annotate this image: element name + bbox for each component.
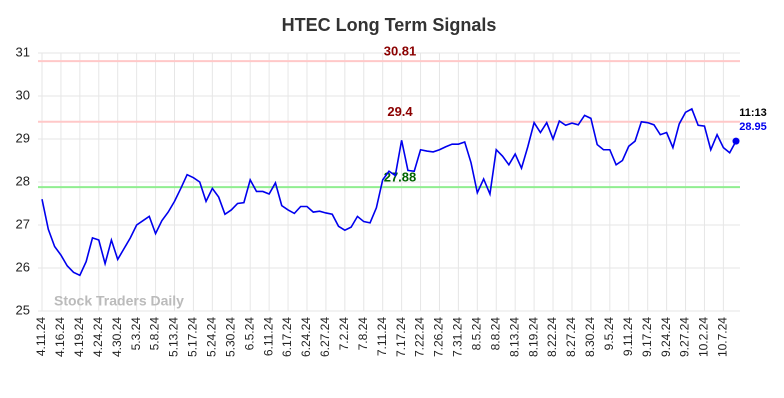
x-tick-label: 9.11.24 xyxy=(621,317,635,356)
x-tick-label: 5.13.24 xyxy=(167,317,181,357)
x-tick-label: 8.13.24 xyxy=(507,317,521,357)
x-tick-label: 5.17.24 xyxy=(186,317,200,357)
x-tick-label: 4.24.24 xyxy=(91,317,105,357)
x-tick-label: 5.8.24 xyxy=(148,317,162,351)
y-tick-label: 27 xyxy=(16,216,30,231)
x-tick-label: 7.8.24 xyxy=(356,317,370,351)
x-tick-label: 4.30.24 xyxy=(110,317,124,357)
x-tick-label: 8.30.24 xyxy=(583,317,597,357)
last-time: 11:13 xyxy=(739,107,767,119)
x-tick-label: 10.7.24 xyxy=(716,317,730,357)
y-tick-label: 26 xyxy=(16,259,30,274)
y-tick-label: 30 xyxy=(16,87,30,102)
x-tick-label: 9.24.24 xyxy=(659,317,673,357)
chart-title: HTEC Long Term Signals xyxy=(282,15,497,35)
x-tick-label: 8.19.24 xyxy=(526,317,540,357)
last-point xyxy=(732,137,740,145)
x-tick-label: 4.11.24 xyxy=(34,317,48,356)
x-tick-label: 5.24.24 xyxy=(205,317,219,357)
x-tick-label: 9.17.24 xyxy=(640,317,654,357)
x-tick-label: 8.27.24 xyxy=(564,317,578,357)
x-tick-label: 8.8.24 xyxy=(488,317,502,351)
y-tick-label: 31 xyxy=(16,44,30,59)
x-tick-label: 4.16.24 xyxy=(53,317,67,357)
x-tick-label: 4.19.24 xyxy=(72,317,86,357)
y-tick-label: 25 xyxy=(16,302,30,317)
x-tick-label: 6.17.24 xyxy=(280,317,294,357)
x-tick-label: 7.31.24 xyxy=(451,317,465,357)
price-line xyxy=(41,107,737,277)
x-tick-label: 7.22.24 xyxy=(413,317,427,357)
x-tick-label: 10.2.24 xyxy=(697,317,711,357)
x-tick-label: 7.26.24 xyxy=(432,317,446,357)
x-tick-label: 6.11.24 xyxy=(261,317,275,356)
x-tick-label: 6.27.24 xyxy=(318,317,332,357)
x-tick-label: 7.11.24 xyxy=(375,317,389,356)
y-tick-label: 28 xyxy=(16,173,30,188)
x-tick-label: 5.3.24 xyxy=(129,317,143,351)
y-tick-label: 29 xyxy=(16,130,30,145)
x-tick-label: 5.30.24 xyxy=(223,317,237,357)
x-tick-label: 6.24.24 xyxy=(299,317,313,357)
x-tick-label: 9.5.24 xyxy=(602,317,616,351)
last-value: 28.95 xyxy=(739,121,767,133)
signal-label: 29.4 xyxy=(387,104,413,119)
watermark: Stock Traders Daily xyxy=(54,293,184,309)
x-tick-label: 7.17.24 xyxy=(394,317,408,357)
x-tick-label: 7.2.24 xyxy=(337,317,351,351)
x-tick-label: 9.27.24 xyxy=(678,317,692,357)
x-tick-label: 8.22.24 xyxy=(545,317,559,357)
x-tick-label: 8.5.24 xyxy=(469,317,483,351)
x-tick-label: 6.5.24 xyxy=(242,317,256,351)
signal-label: 30.81 xyxy=(384,44,417,59)
